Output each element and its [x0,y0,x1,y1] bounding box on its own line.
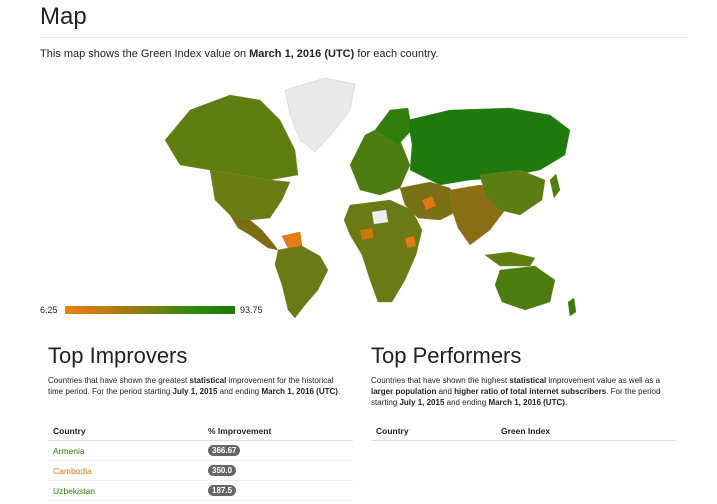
legend-min: 6.25 [40,305,58,315]
desc-part: Countries that have shown the highest [371,376,510,385]
legend-gradient-bar [65,306,235,314]
desc-part: and [436,387,455,396]
map-iraq[interactable] [421,195,437,211]
legend-max: 93.75 [240,305,263,315]
map-west-africa[interactable] [359,227,375,241]
intro-suffix: for each country. [354,48,439,60]
map-east-asia[interactable] [479,169,546,216]
world-map-svg[interactable] [150,70,590,320]
intro-date: March 1, 2016 (UTC) [249,48,355,60]
top-performers-description: Countries that have shown the highest st… [371,375,671,408]
desc-part: March 1, 2016 (UTC) [261,387,338,396]
desc-part: July 1, 2015 [172,387,218,396]
country-link[interactable]: Uzbekistan [53,486,96,496]
color-legend: 6.25 93.75 [40,304,280,318]
page-title: Map [40,3,87,30]
top-improvers-title: Top Improvers [48,343,188,368]
improvement-badge: 366.67 [208,445,241,456]
country-link[interactable]: Armenia [53,446,85,456]
map-japan[interactable] [549,173,561,199]
intro-prefix: This map shows the Green Index value on [40,48,250,60]
map-greenland[interactable] [284,77,356,153]
desc-part: and ending [217,387,262,396]
desc-part: and ending [444,398,489,407]
table-header: Country Green Index [371,422,676,441]
desc-part: statistical [189,376,227,385]
col-country-header[interactable]: Country [376,426,409,436]
desc-part: . For the period starting [371,387,661,407]
improvement-badge: 350.0 [208,465,237,476]
country-link[interactable]: Cambodia [53,466,92,476]
top-improvers-section: Top Improvers Countries that have shown … [48,342,358,397]
title-divider [40,37,688,38]
top-performers-section: Top Performers Countries that have shown… [371,342,681,408]
col-country-header[interactable]: Country [53,426,86,436]
desc-part: . [564,398,568,407]
map-new-zealand[interactable] [567,297,577,317]
map-russia[interactable] [407,107,571,186]
map-south-america[interactable] [274,245,329,319]
desc-part: statistical [509,376,547,385]
top-performers-title: Top Performers [371,343,522,368]
map-africa[interactable] [343,199,423,303]
map-east-africa[interactable] [404,235,417,249]
map-north-america-north[interactable] [164,94,299,181]
desc-part: July 1, 2015 [399,398,445,407]
top-performers-table: Country Green Index [371,422,676,441]
desc-part: larger population [371,387,437,396]
table-header: Country % Improvement [48,422,353,441]
col-improvement-header[interactable]: % Improvement [208,426,272,436]
table-row[interactable]: Cambodia 350.0 [48,461,353,481]
desc-part: . [337,387,341,396]
col-green-index-header[interactable]: Green Index [501,426,551,436]
table-row[interactable]: Uzbekistan 187.5 [48,481,353,501]
map-africa-nodata[interactable] [371,209,389,225]
top-improvers-description: Countries that have shown the greatest s… [48,375,348,397]
map-venezuela[interactable] [281,231,303,249]
top-improvers-table: Country % Improvement Armenia 366.67 Cam… [48,422,353,501]
map-central-america[interactable] [229,214,279,251]
desc-part: Countries that have shown the greatest [48,376,190,385]
map-description: This map shows the Green Index value on … [40,48,438,60]
map-usa[interactable] [209,169,291,221]
desc-part: March 1, 2016 (UTC) [488,398,565,407]
improvement-badge: 187.5 [208,485,237,496]
desc-part: improvement for the historical time peri… [48,376,334,396]
map-scandinavia[interactable] [374,107,413,146]
map-australia[interactable] [494,265,556,311]
table-row[interactable]: Armenia 366.67 [48,441,353,461]
world-map[interactable] [150,70,590,320]
desc-part: higher ratio of total internet subscribe… [454,387,607,396]
map-indonesia[interactable] [484,251,536,267]
desc-part: improvement value as well as a [546,376,661,385]
